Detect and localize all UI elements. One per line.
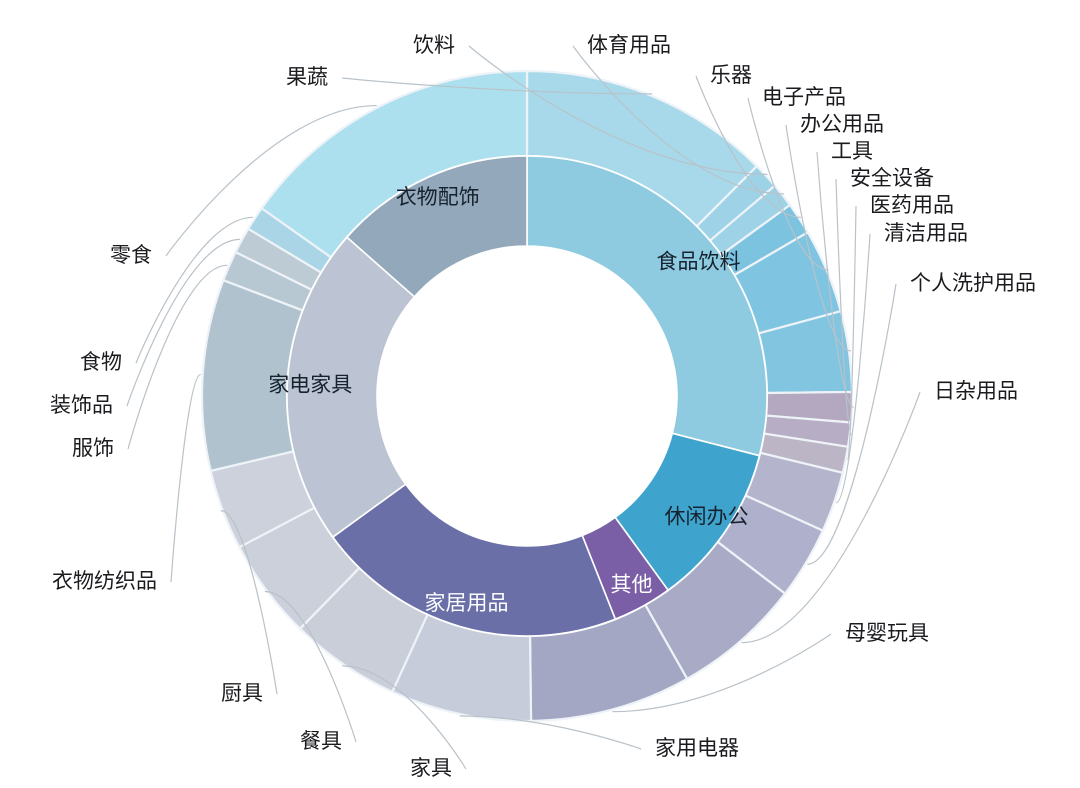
outer-segment-label: 安全设备 [850,167,934,190]
leader-line [847,205,857,461]
outer-segment-label: 家具 [410,757,452,780]
leader-line [165,104,377,257]
outer-segment-label: 果蔬 [286,66,328,89]
inner-segment[interactable] [346,155,528,298]
outer-segment-label: 食物 [80,351,122,374]
inner-segment-label: 休闲办公 [664,506,748,529]
outer-segment-label: 工具 [831,140,873,163]
outer-segment-label: 零食 [110,244,152,267]
leader-line [747,97,829,271]
outer-segment-label: 乐器 [710,64,752,87]
outer-segment-label: 清洁用品 [884,222,968,245]
outer-segment-label: 办公用品 [800,113,884,136]
outer-segment-label: 家用电器 [655,737,739,760]
inner-ring-segments [286,155,768,637]
outer-segment-label: 餐具 [300,730,342,753]
leader-line [741,391,921,644]
leader-line [835,178,853,436]
leader-line [816,151,855,408]
outer-segment-label: 母婴玩具 [845,622,929,645]
outer-ring-segments [200,69,854,723]
leader-line [807,283,897,565]
outer-segment-label: 体育用品 [587,34,671,57]
outer-ring-labels: 果蔬 饮料 体育用品乐器电子产品办公用品工具安全设备医药用品清洁用品个人洗护用品日杂… [50,34,1036,780]
leader-line [127,264,228,450]
leader-line [170,373,202,583]
leader-line [126,238,240,407]
outer-segment-label: 装饰品 [50,394,113,417]
inner-segment-label: 家居用品 [424,592,508,615]
inner-segment[interactable] [286,236,416,538]
leader-line [341,77,653,95]
leader-line [342,665,467,770]
leader-line [459,715,642,750]
leader-lines [126,45,921,770]
inner-segment-label: 食品饮料 [656,251,740,274]
leader-line [135,216,254,364]
inner-segment-label: 家电家具 [268,373,352,396]
outer-segment-label: 厨具 [221,682,263,705]
leader-line [264,590,357,743]
inner-segment-label: 衣物配饰 [396,186,480,209]
leader-line [612,633,832,713]
inner-segment[interactable] [332,483,617,637]
outer-segment-label: 医药用品 [870,194,954,217]
leader-line [468,45,768,176]
leader-line [785,124,852,352]
outer-segment-label: 衣物纺织品 [52,570,157,593]
inner-segment-label: 其他 [611,574,653,597]
inner-segment[interactable] [526,155,768,457]
outer-segment-label: 日杂用品 [934,380,1018,403]
leader-line [220,510,278,695]
leader-line [835,233,871,504]
outer-segment-label: 个人洗护用品 [910,272,1036,295]
outer-segment-label: 饮料 [413,34,455,57]
outer-segment-label: 服饰 [72,437,114,460]
leader-line [572,45,785,195]
outer-segment-label: 电子产品 [762,86,846,109]
leader-line [695,75,801,218]
